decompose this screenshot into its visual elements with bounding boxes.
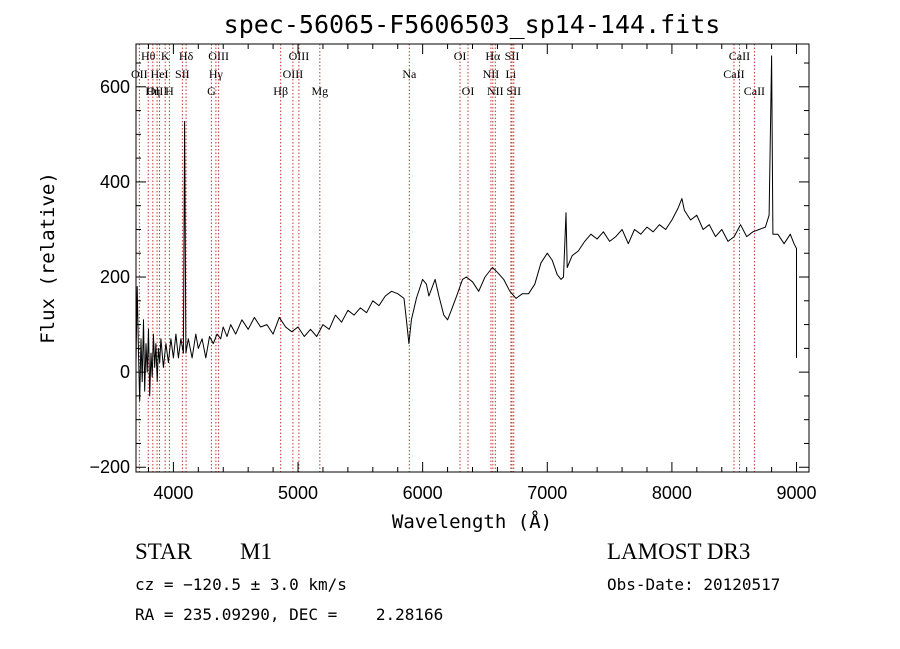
line-marker-label-12: OIII: [289, 49, 310, 63]
line-marker-label-5: K: [161, 49, 170, 63]
line-marker-label-16: Na: [402, 67, 417, 81]
y-axis-label: Flux (relative): [37, 172, 59, 344]
line-marker-label-14: Hβ: [273, 84, 288, 98]
line-marker-label-6: H: [165, 84, 174, 98]
line-marker-label-23: NII: [487, 84, 504, 98]
line-marker-label-7: SII: [175, 67, 190, 81]
x-tick-label-4: 8000: [652, 483, 692, 503]
line-marker-label-15: Mg: [311, 84, 328, 98]
line-marker-label-19: Hα: [485, 49, 501, 63]
line-marker-label-13: OIII: [283, 67, 304, 81]
line-marker-label-0: Hθ: [141, 49, 156, 63]
x-tick-label-1: 5000: [278, 483, 318, 503]
y-tick-label-0: −200: [89, 457, 130, 477]
x-tick-label-0: 4000: [153, 483, 193, 503]
line-marker-label-9: OIII: [208, 49, 229, 63]
line-marker-label-18: OI: [462, 84, 475, 98]
line-marker-label-10: Hγ: [209, 67, 224, 81]
plot-frame: [135, 43, 810, 473]
x-axis-ticks: 4000 5000 6000 7000 8000 9000: [147, 44, 817, 503]
line-marker-label-1: OII: [131, 67, 148, 81]
chart-title: spec-56065-F5606503_sp14-144.fits: [224, 10, 721, 39]
line-marker-label-21: NII: [483, 67, 500, 81]
line-marker-label-2: OIII: [147, 84, 168, 98]
survey-name: LAMOST DR3: [607, 539, 750, 564]
x-tick-label-2: 6000: [403, 483, 443, 503]
redshift-text: cz = −120.5 ± 3.0 km/s: [135, 575, 347, 594]
y-tick-label-3: 400: [100, 172, 130, 192]
line-marker-label-3: Hη: [145, 84, 160, 98]
x-tick-label-5: 9000: [777, 483, 817, 503]
coordinates-text: RA = 235.09290, DEC = 2.28166: [135, 605, 443, 624]
y-tick-label-1: 0: [120, 362, 130, 382]
line-marker-label-17: OI: [454, 49, 467, 63]
line-marker-label-11: G: [207, 84, 216, 98]
obs-date-text: Obs-Date: 20120517: [607, 575, 780, 594]
y-tick-label-2: 200: [100, 267, 130, 287]
y-axis-ticks: −200 0 200 400 600: [89, 62, 809, 477]
x-axis-label: Wavelength (Å): [392, 510, 552, 533]
line-marker-label-22: Li: [506, 67, 517, 81]
spectrum-series: [135, 55, 797, 402]
x-tick-label-3: 7000: [527, 483, 567, 503]
object-class: STAR: [135, 539, 193, 564]
line-marker-label-25: CaII: [729, 49, 750, 63]
spectrum-line-0: [135, 55, 797, 402]
line-marker-label-26: CaII: [723, 67, 744, 81]
line-marker-label-24: SII: [506, 84, 521, 98]
line-marker-label-8: Hδ: [179, 49, 194, 63]
line-marker-label-27: CaII: [744, 84, 765, 98]
line-marker-label-4: HeI: [151, 67, 169, 81]
object-subclass: M1: [240, 539, 272, 564]
y-tick-label-4: 600: [100, 77, 130, 97]
line-marker-label-20: SII: [505, 49, 520, 63]
